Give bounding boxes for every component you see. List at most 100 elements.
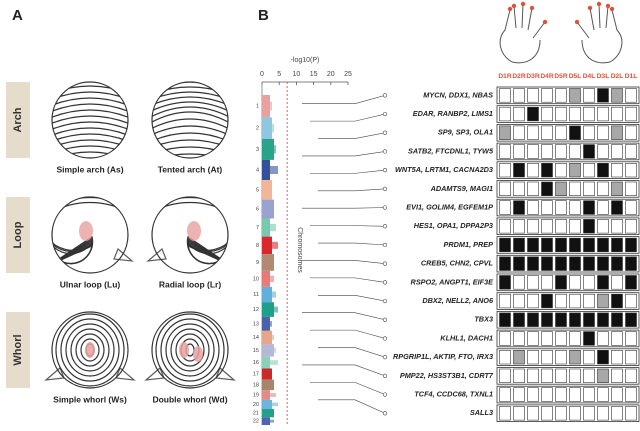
delta <box>215 366 236 381</box>
cell <box>597 293 609 309</box>
cell <box>513 406 525 421</box>
chromosome-band <box>262 270 270 287</box>
cell <box>611 293 623 309</box>
cell <box>625 368 637 383</box>
connector-end <box>382 149 388 154</box>
cell <box>499 181 511 196</box>
cell <box>597 312 609 327</box>
x-tick-label: 25 <box>344 71 352 78</box>
chromosome-scatter <box>268 334 274 341</box>
group-label: Whorl <box>12 334 24 365</box>
cell <box>541 200 553 215</box>
cell <box>569 106 581 122</box>
cell <box>569 256 581 271</box>
chromosome-scatter <box>268 402 278 407</box>
cell <box>513 237 525 253</box>
chromosome-scatter <box>268 145 276 154</box>
cell <box>541 125 553 140</box>
cell <box>499 275 511 290</box>
cell <box>555 219 567 234</box>
chromosome-label: 3 <box>256 147 259 153</box>
ridge <box>152 106 228 121</box>
cell <box>569 293 581 309</box>
connector <box>302 312 386 321</box>
delta <box>115 366 136 381</box>
connector <box>310 329 386 339</box>
cell <box>611 331 623 346</box>
ridge <box>52 127 128 139</box>
cell <box>527 275 539 290</box>
finger-label: D2L <box>611 73 623 80</box>
gene-label: SP9, SP3, OLA1 <box>438 128 493 137</box>
cell <box>611 88 623 103</box>
cell <box>569 237 581 253</box>
ridge <box>52 85 128 97</box>
x-tick-label: 0 <box>260 71 264 78</box>
cell <box>583 237 595 253</box>
cell <box>625 106 637 122</box>
connector <box>318 294 386 302</box>
outline <box>51 81 129 159</box>
cell <box>611 181 623 196</box>
ridge <box>152 197 228 206</box>
core <box>193 346 203 362</box>
cell <box>499 368 511 383</box>
ridge <box>52 103 128 115</box>
connector <box>318 347 386 358</box>
cell <box>499 256 511 271</box>
delta <box>113 247 134 262</box>
connector <box>310 113 386 122</box>
cell <box>541 88 553 103</box>
cell <box>541 275 553 290</box>
cell <box>597 125 609 140</box>
cell <box>597 144 609 159</box>
cell <box>569 349 581 365</box>
connector-end <box>382 224 388 229</box>
cell <box>625 219 637 234</box>
ridge <box>152 101 228 115</box>
cell <box>597 368 609 383</box>
cell <box>499 88 511 103</box>
cell <box>611 125 623 140</box>
ridges <box>152 82 228 158</box>
cell <box>541 349 553 365</box>
cell <box>569 275 581 290</box>
cell <box>597 256 609 271</box>
caption: Double whorl (Wd) <box>152 394 227 404</box>
chromosome-scatter <box>268 101 272 111</box>
cell <box>583 219 595 234</box>
cell <box>513 88 525 103</box>
caption: Radial loop (Lr) <box>159 279 222 289</box>
outline <box>151 196 229 274</box>
cell <box>555 144 567 159</box>
cell <box>569 144 581 159</box>
gene-label: EDAR, RANBP2, LIMS1 <box>413 109 493 118</box>
axis-label: -log10(P) <box>291 57 320 64</box>
chromosome-scatter <box>268 419 274 423</box>
cell <box>625 181 637 196</box>
gene-label: SALL3 <box>470 408 493 417</box>
cell <box>597 200 609 215</box>
cell <box>611 312 623 327</box>
x-tick-label: 5 <box>277 71 281 78</box>
ridge <box>152 111 228 127</box>
cell <box>583 163 595 178</box>
chromosome-band <box>262 95 270 118</box>
chromosome-band <box>262 159 270 181</box>
connector <box>318 188 386 192</box>
core <box>79 221 93 241</box>
cell <box>611 219 623 234</box>
connector <box>302 95 386 105</box>
chromosome-label: 10 <box>253 276 259 282</box>
gene-label: DBX2, NELL2, ANO6 <box>422 296 494 305</box>
chromosome-label: 20 <box>253 402 259 408</box>
cell <box>625 200 637 215</box>
chromosome-label: 21 <box>253 411 259 417</box>
chromosome-label: 7 <box>256 225 259 231</box>
cell <box>555 331 567 346</box>
cell <box>583 349 595 365</box>
ridge <box>52 197 128 206</box>
cell <box>541 106 553 122</box>
chromosome-scatter <box>268 205 274 213</box>
group-label: Loop <box>12 221 24 248</box>
